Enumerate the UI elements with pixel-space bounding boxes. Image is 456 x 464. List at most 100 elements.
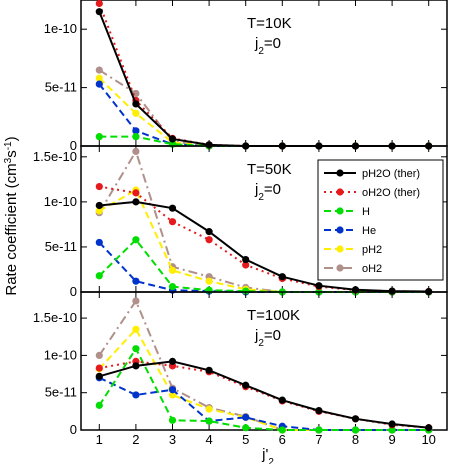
series-line-H — [99, 135, 429, 147]
data-point-H — [242, 287, 250, 295]
series-line-pH2 — [98, 327, 429, 431]
data-point-oH2O_ther — [95, 182, 103, 191]
y-tick-label: 0 — [70, 422, 77, 437]
data-point-pH2O_ther — [168, 135, 177, 143]
data-point-pH2 — [205, 277, 213, 285]
data-point-He — [242, 413, 250, 421]
data-point-oH2O_ther — [205, 236, 213, 244]
x-tick-label: 5 — [242, 432, 249, 447]
data-point-H — [242, 424, 250, 432]
data-point-oH2 — [132, 89, 140, 98]
y-tick-label: 1.5e-10 — [33, 310, 77, 325]
legend-entry-pH2O_ther: pH2O (ther) — [324, 168, 420, 180]
data-point-H — [95, 272, 103, 280]
legend-box — [317, 159, 444, 281]
data-point-pH2O_ther — [132, 362, 140, 370]
series-pH2O_ther — [95, 357, 433, 432]
data-point-pH2O_ther — [95, 372, 103, 380]
x-tick-label: 9 — [388, 432, 395, 447]
data-point-H — [132, 133, 140, 141]
legend-label: H — [362, 206, 370, 218]
panels-layer: 0 5e-11 1e-10 T=10K j2=0 0 5e-11 1e-10 1.5e-10 T=… — [33, 0, 448, 447]
y-tick-label: 5e-11 — [45, 239, 77, 254]
data-point-pH2 — [132, 325, 140, 333]
legend-entry-oH2O_ther: oH2O (ther) — [324, 187, 420, 199]
x-tick-label: 4 — [205, 432, 212, 447]
j2-annotation: j2=0 — [254, 35, 281, 57]
data-point-pH2 — [168, 266, 177, 274]
legend-entry-pH2: pH2 — [324, 244, 382, 256]
legend-label: oH2O (ther) — [362, 187, 420, 199]
data-point-pH2O_ther — [388, 420, 396, 428]
data-point-pH2O_ther — [168, 204, 177, 212]
y-tick-label: 0 — [70, 138, 77, 153]
j2-annotation: j2=0 — [254, 327, 281, 349]
series-line-He — [98, 376, 429, 431]
data-point-pH2 — [205, 405, 213, 413]
temperature-annotation: T=10K — [247, 15, 292, 32]
legend-swatch-marker — [336, 169, 344, 177]
data-point-pH2O_ther — [425, 424, 433, 432]
data-point-pH2O_ther — [95, 201, 103, 210]
data-point-He — [132, 277, 140, 285]
legend-label: pH2O (ther) — [362, 168, 420, 180]
y-tick-label: 1e-10 — [44, 21, 77, 36]
panel-3: 0 5e-11 1e-10 1.5e-10 1 2 3 4 5 6 7 8 9 10 T=100K j2=0 — [33, 291, 448, 447]
data-point-oH2O_ther — [95, 0, 103, 8]
data-point-He — [95, 238, 103, 247]
x-tick-label: 2 — [132, 432, 139, 447]
data-point-pH2O_ther — [278, 273, 286, 281]
data-point-H — [315, 426, 323, 434]
data-point-H — [132, 236, 140, 244]
legend-swatch-marker — [336, 245, 344, 253]
data-point-pH2 — [168, 391, 177, 399]
data-point-H — [205, 417, 213, 425]
series-H — [95, 345, 433, 434]
data-point-pH2 — [132, 109, 140, 117]
data-point-pH2O_ther — [132, 100, 140, 108]
data-point-pH2O_ther — [242, 381, 250, 389]
legend-swatch-marker — [336, 207, 344, 215]
data-point-H — [168, 416, 177, 424]
data-point-pH2O_ther — [205, 228, 213, 236]
series-oH2 — [95, 66, 433, 150]
data-point-pH2O_ther — [315, 407, 323, 415]
x-tick-label: 6 — [279, 432, 286, 447]
x-axis-label: j'2 — [261, 446, 274, 464]
y-tick-label: 1.5e-10 — [33, 149, 77, 164]
data-point-H — [351, 426, 360, 434]
panel-1: 0 5e-11 1e-10 T=10K j2=0 — [44, 0, 448, 153]
x-tick-label: 8 — [352, 432, 359, 447]
y-tick-label: 1e-10 — [44, 194, 77, 209]
data-point-oH2 — [132, 147, 140, 156]
legend-swatch-marker — [336, 264, 344, 272]
temperature-annotation: T=50K — [247, 161, 292, 178]
data-point-pH2O_ther — [132, 198, 140, 206]
data-point-oH2 — [95, 351, 103, 360]
panel-frame — [80, 291, 448, 431]
data-point-oH2 — [95, 66, 103, 74]
data-point-pH2O_ther — [242, 255, 250, 264]
x-tick-label: 1 — [96, 432, 103, 447]
data-point-He — [132, 127, 140, 135]
data-point-pH2O_ther — [278, 396, 286, 404]
data-point-pH2O_ther — [351, 415, 360, 423]
y-tick-label: 5e-11 — [45, 80, 77, 95]
legend-label: He — [362, 225, 376, 237]
series-line-pH2O_ther — [99, 200, 429, 293]
legend: pH2O (ther) oH2O (ther) H He pH2 oH2 — [317, 159, 444, 281]
legend-label: pH2 — [362, 244, 382, 256]
series-line-pH2O_ther — [99, 360, 429, 429]
j2-annotation: j2=0 — [254, 181, 281, 203]
legend-swatch-marker — [336, 188, 344, 196]
data-point-oH2O_ther — [95, 364, 103, 372]
data-point-pH2O_ther — [95, 8, 103, 16]
y-tick-label: 1e-10 — [44, 347, 77, 362]
data-point-pH2O_ther — [168, 357, 177, 365]
legend-entry-He: He — [324, 225, 376, 237]
series-line-oH2O_ther — [99, 360, 429, 429]
x-tick-label: 10 — [421, 432, 435, 447]
data-point-oH2 — [132, 297, 140, 305]
series-line-pH2 — [98, 77, 429, 147]
